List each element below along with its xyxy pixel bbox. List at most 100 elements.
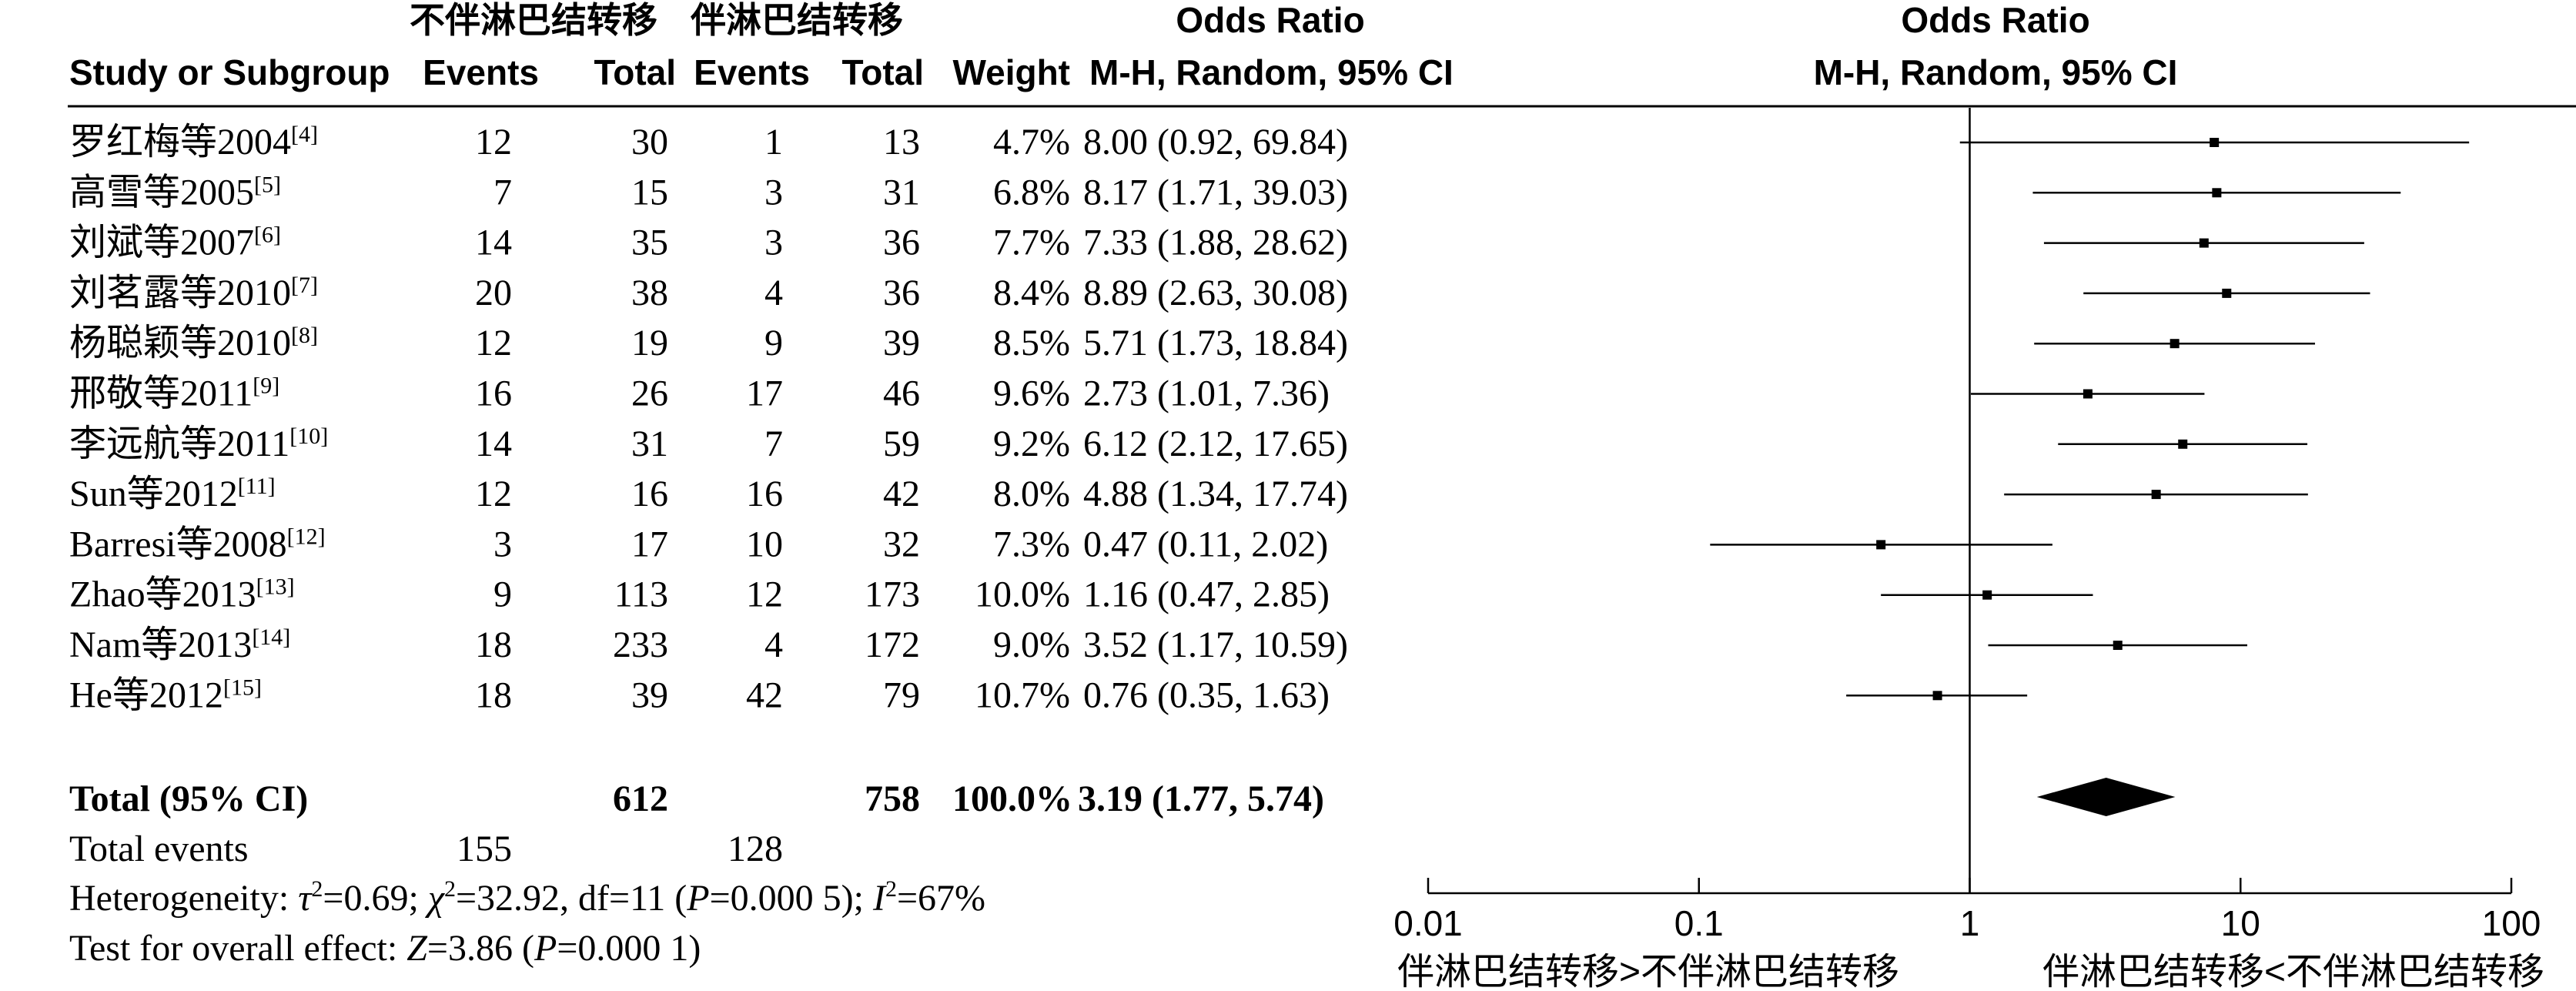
- events1-cell: 7: [493, 172, 512, 213]
- weight-cell: 6.8%: [993, 172, 1070, 213]
- or-ci-cell: 8.00 (0.92, 69.84): [1083, 122, 1348, 162]
- study-name: 杨聪颖等2010[8]: [69, 323, 318, 363]
- point-estimate-marker: [2210, 138, 2220, 147]
- point-estimate-marker: [2199, 238, 2209, 248]
- plot-area: 0.01 0.1 1 10 100: [1393, 108, 2541, 943]
- total1-cell: 113: [614, 574, 668, 615]
- total2-cell: 36: [883, 273, 920, 313]
- total1-cell: 38: [631, 273, 668, 313]
- overall-effect-text: Test for overall effect: Z=3.86 (P=0.000…: [69, 928, 701, 969]
- total2-cell: 59: [883, 424, 920, 464]
- total1-cell: 16: [631, 474, 668, 514]
- total1-cell: 15: [631, 172, 668, 213]
- point-estimate-marker: [1932, 691, 1942, 701]
- total2-cell: 173: [865, 574, 920, 615]
- table-row: 高雪等2005[5] 7 15 3 31 6.8% 8.17 (1.71, 39.03): [69, 172, 1348, 213]
- table-row: Nam等2013[14] 18 233 4 172 9.0% 3.52 (1.17, 10.…: [69, 624, 1348, 665]
- total1-header: Total: [594, 52, 676, 92]
- or-ci-cell: 1.16 (0.47, 2.85): [1083, 574, 1330, 615]
- weight-cell: 9.6%: [993, 373, 1070, 414]
- point-estimate-marker: [1876, 540, 1886, 550]
- events1-header: Events: [423, 52, 539, 92]
- study-name: 邢敬等2011[9]: [69, 373, 279, 414]
- total2-header: Total: [842, 52, 924, 92]
- or-method-header: M-H, Random, 95% CI: [1089, 52, 1454, 92]
- x-tick-label: 0.1: [1674, 903, 1724, 943]
- total1-cell: 26: [631, 373, 668, 414]
- total2-cell: 36: [883, 223, 920, 263]
- or-ci-cell: 5.71 (1.73, 18.84): [1083, 323, 1348, 363]
- weight-cell: 8.5%: [993, 323, 1070, 363]
- weight-cell: 8.0%: [993, 474, 1070, 514]
- x-tick-label: 1: [1960, 903, 1980, 943]
- total-total2: 758: [865, 778, 920, 819]
- point-estimate-marker: [2170, 339, 2180, 349]
- x-tick-label: 10: [2221, 903, 2260, 943]
- weight-cell: 4.7%: [993, 122, 1070, 162]
- events2-cell: 7: [764, 424, 783, 464]
- events2-cell: 4: [764, 624, 783, 665]
- weight-header: Weight: [953, 52, 1070, 92]
- events1-cell: 16: [475, 373, 512, 414]
- point-estimate-marker: [2222, 288, 2232, 298]
- study-name: Nam等2013[14]: [69, 624, 290, 665]
- study-name: 李远航等2011[10]: [69, 424, 328, 464]
- total2-cell: 42: [883, 474, 920, 514]
- events2-cell: 1: [764, 122, 783, 162]
- total2-cell: 32: [883, 524, 920, 564]
- total2-cell: 39: [883, 323, 920, 363]
- point-estimate-marker: [2212, 188, 2222, 198]
- study-column-header: Study or Subgroup: [69, 52, 390, 92]
- study-name: Barresi等2008[12]: [69, 524, 326, 564]
- weight-cell: 8.4%: [993, 273, 1070, 313]
- group2-header: 伴淋巴结转移: [690, 0, 903, 40]
- events1-cell: 12: [475, 323, 512, 363]
- events2-cell: 42: [746, 675, 783, 715]
- point-estimate-marker: [2151, 490, 2161, 500]
- weight-cell: 7.7%: [993, 223, 1070, 263]
- total2-cell: 31: [883, 172, 920, 213]
- total-label: Total (95% CI): [69, 778, 308, 819]
- study-name: 刘斌等2007[6]: [69, 223, 281, 263]
- total-or-ci: 3.19 (1.77, 5.74): [1078, 778, 1324, 819]
- table-row: 李远航等2011[10] 14 31 7 59 9.2% 6.12 (2.12, 17.65…: [69, 424, 1348, 464]
- point-estimate-marker: [2113, 641, 2123, 650]
- or-ci-cell: 6.12 (2.12, 17.65): [1083, 424, 1348, 464]
- events1-cell: 3: [493, 524, 512, 564]
- events1-cell: 12: [475, 474, 512, 514]
- or-ci-cell: 7.33 (1.88, 28.62): [1083, 223, 1348, 263]
- pooled-diamond: [2036, 778, 2176, 816]
- events1-cell: 14: [475, 223, 512, 263]
- or-ci-cell: 3.52 (1.17, 10.59): [1083, 624, 1348, 665]
- or-ci-cell: 0.76 (0.35, 1.63): [1083, 675, 1330, 715]
- or-ci-cell: 8.17 (1.71, 39.03): [1083, 172, 1348, 213]
- plot-method-header: M-H, Random, 95% CI: [1814, 52, 2178, 92]
- total2-cell: 13: [883, 122, 920, 162]
- study-name: 刘茗露等2010[7]: [69, 273, 318, 313]
- study-name: Zhao等2013[13]: [69, 574, 295, 615]
- total1-cell: 39: [631, 675, 668, 715]
- total-total1: 612: [613, 778, 668, 819]
- events2-header: Events: [694, 52, 810, 92]
- x-label-right: 伴淋巴结转移<不伴淋巴结转移: [2042, 952, 2544, 991]
- table-row: Barresi等2008[12] 3 17 10 32 7.3% 0.47 (0.11, 2…: [69, 524, 1328, 564]
- total1-cell: 35: [631, 223, 668, 263]
- or-ci-cell: 0.47 (0.11, 2.02): [1083, 524, 1328, 564]
- events2-cell: 16: [746, 474, 783, 514]
- total1-cell: 31: [631, 424, 668, 464]
- point-estimate-marker: [2178, 439, 2188, 449]
- total2-cell: 79: [883, 675, 920, 715]
- weight-cell: 10.7%: [975, 675, 1070, 715]
- events2-cell: 4: [764, 273, 783, 313]
- total-events2: 128: [728, 829, 783, 869]
- events1-cell: 9: [493, 574, 512, 615]
- table-row: Sun等2012[11] 12 16 16 42 8.0% 4.88 (1.34, 17.7…: [69, 474, 1348, 514]
- or-ci-cell: 4.88 (1.34, 17.74): [1083, 474, 1348, 514]
- table-row: 刘茗露等2010[7] 20 38 4 36 8.4% 8.89 (2.63, 30.08): [69, 273, 1348, 313]
- point-estimate-marker: [1982, 590, 1992, 600]
- total-events1: 155: [457, 829, 512, 869]
- events2-cell: 3: [764, 223, 783, 263]
- weight-cell: 9.2%: [993, 424, 1070, 464]
- total1-cell: 19: [631, 323, 668, 363]
